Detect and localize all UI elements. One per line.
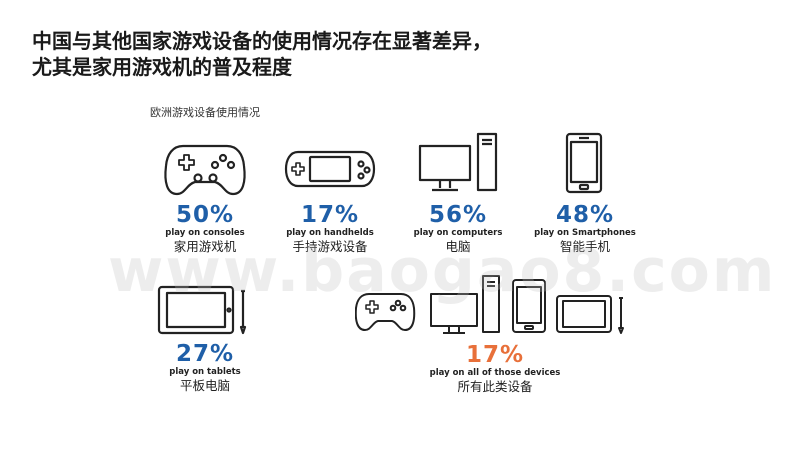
stat-value: 27%	[175, 341, 235, 367]
stat-label-en: play on tablets	[169, 367, 241, 377]
stat-label-cn: 平板电脑	[179, 378, 230, 393]
all-devices-icon-group	[355, 275, 624, 334]
stat-value: 50%	[175, 202, 235, 228]
stat-computers: 56% play on computers 电脑	[388, 132, 528, 255]
smartphone-icon	[512, 279, 546, 333]
stat-value: 48%	[555, 202, 615, 228]
stat-tablets: 27% play on tablets 平板电脑	[135, 281, 275, 394]
stat-label-en: play on Smartphones	[534, 228, 636, 238]
stat-label-cn: 所有此类设备	[457, 379, 533, 394]
stat-all-devices: 17% play on all of those devices 所有此类设备	[355, 272, 635, 395]
smartphone-icon	[565, 132, 603, 194]
handheld-console-icon	[284, 150, 376, 188]
stat-value: 56%	[428, 202, 488, 228]
stat-label-en: play on all of those devices	[429, 368, 561, 378]
stat-value: 17%	[465, 342, 525, 368]
tablet-icon	[556, 295, 624, 334]
chart-title: 欧洲游戏设备使用情况	[150, 106, 260, 119]
stat-label-cn: 家用游戏机	[173, 239, 237, 254]
stat-label-en: play on handhelds	[286, 228, 374, 238]
stat-label-en: play on consoles	[165, 228, 245, 238]
desktop-computer-icon	[418, 132, 498, 192]
stat-value: 17%	[300, 202, 360, 228]
tablet-icon	[157, 285, 247, 335]
page-title: 中国与其他国家游戏设备的使用情况存在显著差异， 尤其是家用游戏机的普及程度	[32, 28, 732, 80]
stat-smartphones: 48% play on Smartphones 智能手机	[515, 132, 655, 255]
title-line-2: 尤其是家用游戏机的普及程度	[32, 55, 292, 79]
stat-handhelds: 17% play on handhelds 手持游戏设备	[260, 140, 400, 255]
stat-label-cn: 电脑	[445, 239, 471, 254]
gamepad-icon	[355, 293, 416, 331]
stat-label-cn: 手持游戏设备	[292, 239, 368, 254]
stat-label-cn: 智能手机	[559, 239, 610, 254]
gamepad-icon	[164, 144, 246, 196]
stat-consoles: 50% play on consoles 家用游戏机	[135, 140, 275, 255]
desktop-computer-icon	[430, 275, 500, 334]
stat-label-en: play on computers	[413, 228, 503, 238]
title-line-1: 中国与其他国家游戏设备的使用情况存在显著差异，	[32, 29, 492, 53]
